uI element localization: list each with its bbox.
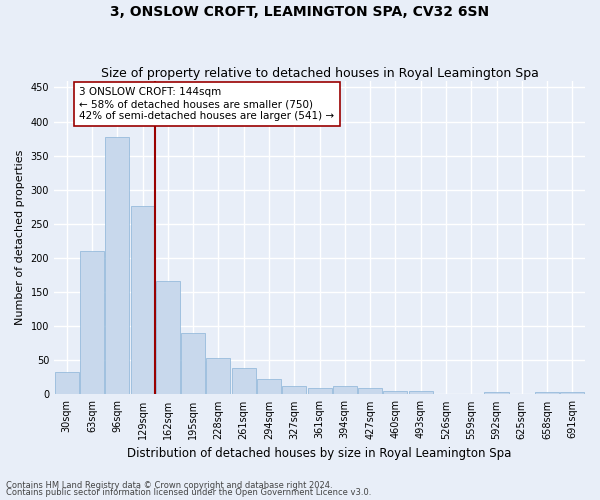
Bar (535, 392, 559, 394)
Bar (383, 391, 407, 394)
Bar (181, 333, 205, 394)
Bar (131, 206, 155, 394)
Text: 3, ONSLOW CROFT, LEAMINGTON SPA, CV32 6SN: 3, ONSLOW CROFT, LEAMINGTON SPA, CV32 6S… (110, 5, 490, 19)
Title: Size of property relative to detached houses in Royal Leamington Spa: Size of property relative to detached ho… (101, 66, 538, 80)
Bar (206, 358, 230, 394)
Bar (232, 368, 256, 394)
Bar (358, 388, 382, 394)
Bar (484, 392, 509, 394)
Bar (80, 250, 104, 394)
Bar (308, 388, 332, 394)
Text: Contains HM Land Registry data © Crown copyright and database right 2024.: Contains HM Land Registry data © Crown c… (6, 480, 332, 490)
Y-axis label: Number of detached properties: Number of detached properties (15, 150, 25, 325)
Bar (560, 392, 584, 394)
Bar (333, 386, 357, 394)
X-axis label: Distribution of detached houses by size in Royal Leamington Spa: Distribution of detached houses by size … (127, 447, 512, 460)
Bar (105, 136, 129, 394)
Bar (257, 380, 281, 394)
Bar (55, 372, 79, 394)
Text: 3 ONSLOW CROFT: 144sqm
← 58% of detached houses are smaller (750)
42% of semi-de: 3 ONSLOW CROFT: 144sqm ← 58% of detached… (79, 88, 334, 120)
Text: Contains public sector information licensed under the Open Government Licence v3: Contains public sector information licen… (6, 488, 371, 497)
Bar (282, 386, 306, 394)
Bar (409, 391, 433, 394)
Bar (156, 280, 180, 394)
